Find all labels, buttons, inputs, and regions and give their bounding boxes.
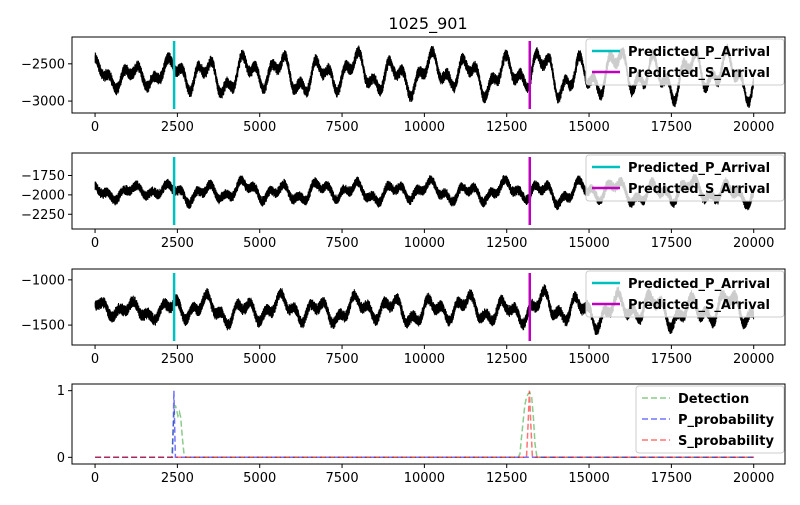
- panel-4: 0 2500 5000 7500 10000 12500 15000 17500 20000 1 0…: [57, 383, 786, 486]
- x-tick-label: 10000: [404, 236, 445, 251]
- series-line-s-probability: [95, 390, 754, 459]
- legend-label: Predicted_S_Arrival: [628, 182, 770, 197]
- x-tick-label: 10000: [404, 120, 445, 135]
- x-tick-label: 12500: [486, 120, 527, 135]
- x-tick-label: 15000: [568, 120, 609, 135]
- x-tick-label: 20000: [733, 471, 774, 486]
- legend-box: [585, 270, 785, 318]
- axes-frame: [71, 152, 786, 230]
- x-tick-label: 15000: [568, 352, 609, 367]
- x-tick-label: 12500: [486, 352, 527, 367]
- legend-label: P_probability: [678, 413, 775, 428]
- x-tick-label: 0: [91, 352, 99, 367]
- y-tick-label: −1000: [21, 273, 65, 288]
- x-tick-label: 0: [91, 120, 99, 135]
- y-tick-label: −2500: [21, 57, 65, 72]
- x-tick-label: 0: [91, 471, 99, 486]
- x-tick-label: 15000: [568, 471, 609, 486]
- x-tick-label: 0: [91, 236, 99, 251]
- x-tick-label: 7500: [326, 471, 359, 486]
- panel-2: 0 2500 5000 7500 10000 12500 15000 17500 20000 −1…: [21, 152, 786, 251]
- x-tick-label: 2500: [161, 471, 194, 486]
- legend-box: [585, 38, 785, 86]
- x-tick-label: 12500: [486, 471, 527, 486]
- x-tick-label: 7500: [326, 120, 359, 135]
- y-tick-label: 0: [57, 451, 65, 466]
- x-tick-label: 20000: [733, 120, 774, 135]
- x-tick-label: 17500: [651, 120, 692, 135]
- y-tick-label: −1500: [21, 319, 65, 334]
- x-tick-label: 10000: [404, 352, 445, 367]
- x-tick-label: 5000: [243, 236, 276, 251]
- legend: Predicted_P_Arrival Predicted_S_Arrival: [585, 38, 785, 86]
- legend: Predicted_P_Arrival Predicted_S_Arrival: [585, 270, 785, 318]
- legend-box: [585, 154, 785, 202]
- y-tick-label: −1750: [21, 169, 65, 184]
- x-tick-label: 5000: [243, 471, 276, 486]
- panel-3: 0 2500 5000 7500 10000 12500 15000 17500 20000 −1…: [21, 268, 786, 367]
- axes-frame: [71, 36, 786, 114]
- y-tick-label: −2000: [21, 188, 65, 203]
- legend: Predicted_P_Arrival Predicted_S_Arrival: [585, 154, 785, 202]
- x-tick-label: 5000: [243, 120, 276, 135]
- plot-area: [95, 390, 754, 459]
- x-tick-label: 17500: [651, 236, 692, 251]
- x-tick-label: 10000: [404, 471, 445, 486]
- x-tick-label: 2500: [161, 236, 194, 251]
- legend-label: Predicted_S_Arrival: [628, 66, 770, 81]
- x-tick-label: 17500: [651, 352, 692, 367]
- x-tick-label: 12500: [486, 236, 527, 251]
- x-tick-label: 17500: [651, 471, 692, 486]
- legend-label: Predicted_P_Arrival: [628, 45, 770, 60]
- y-tick-label: −3000: [21, 95, 65, 110]
- x-tick-label: 2500: [161, 120, 194, 135]
- chart-title: 1025_901: [388, 14, 467, 34]
- axes-frame: [71, 268, 786, 346]
- legend-label: Predicted_S_Arrival: [628, 298, 770, 313]
- axes-frame: [71, 383, 786, 465]
- y-tick-label: 1: [57, 384, 65, 399]
- x-tick-label: 20000: [733, 352, 774, 367]
- x-tick-label: 7500: [326, 352, 359, 367]
- legend-label: S_probability: [678, 434, 774, 449]
- x-tick-label: 7500: [326, 236, 359, 251]
- legend-label: Detection: [678, 392, 749, 407]
- legend-label: Predicted_P_Arrival: [628, 161, 770, 176]
- legend-box: [635, 385, 785, 454]
- x-tick-label: 2500: [161, 352, 194, 367]
- x-tick-label: 15000: [568, 236, 609, 251]
- legend: Detection P_probability S_probability: [635, 385, 785, 454]
- y-tick-label: −2250: [21, 208, 65, 223]
- x-tick-label: 20000: [733, 236, 774, 251]
- panel-1: 0 2500 5000 7500 10000 12500 15000 17500 20000 −2…: [21, 36, 786, 135]
- x-tick-label: 5000: [243, 352, 276, 367]
- legend-label: Predicted_P_Arrival: [628, 277, 770, 292]
